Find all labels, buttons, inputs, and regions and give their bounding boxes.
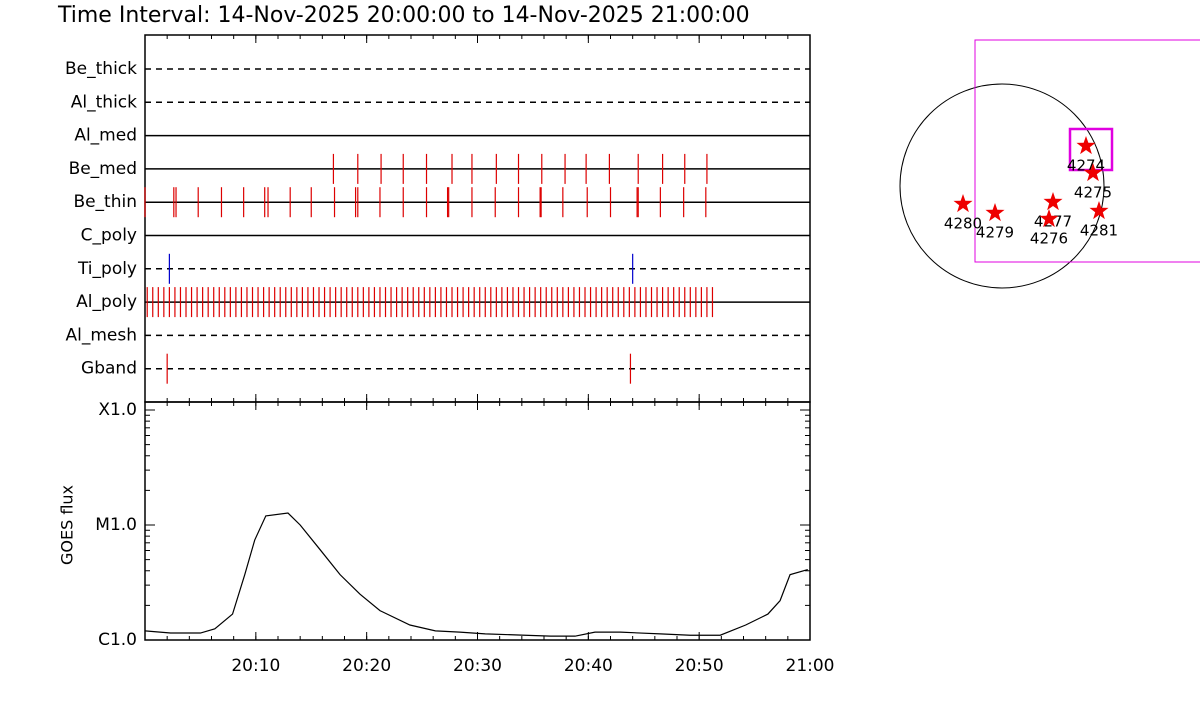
region-star	[1083, 163, 1103, 182]
region-label: 4275	[1074, 184, 1112, 202]
x-tick-label: 20:30	[453, 656, 502, 676]
region-star	[1076, 136, 1096, 155]
row-label: Al_mesh	[65, 325, 137, 345]
row-label: Al_thick	[71, 92, 137, 112]
row-label: Al_med	[74, 126, 137, 146]
goes-curve	[144, 512, 808, 637]
goes-panel	[144, 401, 811, 641]
y-tick-label: C1.0	[98, 630, 137, 650]
row-label: Gband	[81, 359, 137, 379]
x-tick-label: 20:50	[675, 656, 724, 676]
region-label: 4279	[976, 224, 1014, 242]
region-star	[985, 203, 1005, 222]
solar-disk	[899, 83, 1105, 289]
fov-box	[974, 39, 1200, 263]
region-star	[1043, 192, 1063, 211]
region-label: 4280	[944, 215, 982, 233]
region-label: 4281	[1080, 222, 1118, 240]
row-label: Be_med	[69, 159, 137, 179]
x-tick-label: 20:40	[564, 656, 613, 676]
y-tick-label: X1.0	[98, 400, 137, 420]
row-label: Ti_poly	[77, 259, 137, 279]
row-label: Al_poly	[76, 292, 137, 312]
row-label: Be_thick	[65, 59, 137, 79]
row-label: C_poly	[81, 226, 137, 246]
y-axis-label: GOES flux	[58, 485, 77, 565]
region-star	[953, 194, 973, 213]
y-tick-label: M1.0	[95, 515, 137, 535]
x-tick-label: 20:10	[231, 656, 280, 676]
chart-title: Time Interval: 14-Nov-2025 20:00:00 to 1…	[57, 3, 750, 28]
x-tick-label: 20:20	[342, 656, 391, 676]
x-tick-label: 21:00	[786, 656, 835, 676]
region-label: 4276	[1030, 230, 1068, 248]
filter-panel	[144, 34, 811, 403]
region-star	[1039, 209, 1059, 228]
row-label: Be_thin	[73, 192, 137, 212]
region-star	[1089, 201, 1109, 220]
